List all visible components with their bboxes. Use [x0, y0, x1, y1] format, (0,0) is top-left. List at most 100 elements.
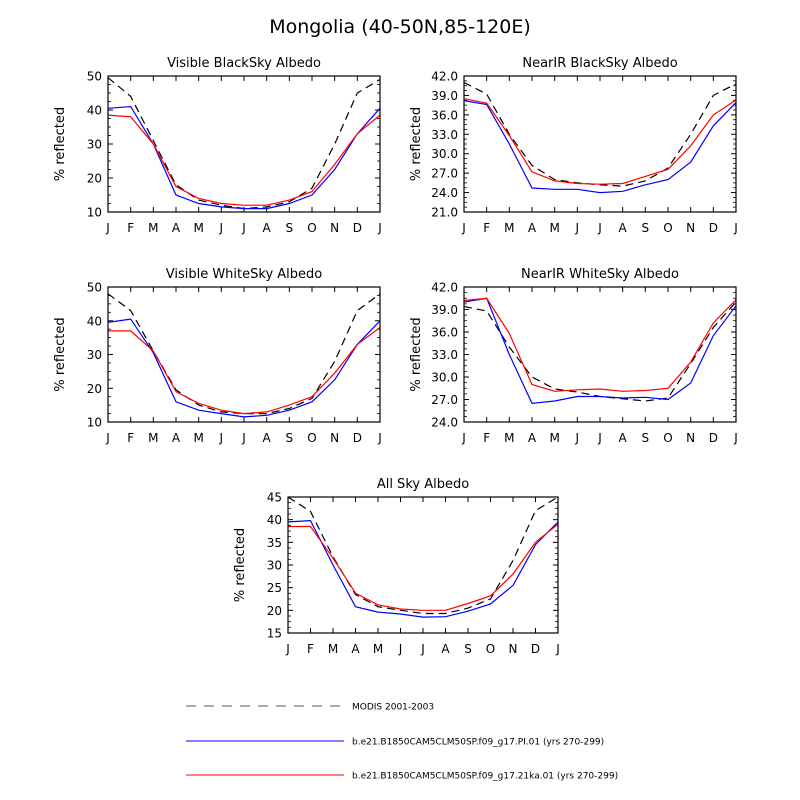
x-tick-label: O	[486, 642, 495, 656]
y-tick-label: 10	[87, 416, 102, 430]
y-tick-label: 20	[267, 604, 282, 618]
x-tick-label: A	[619, 431, 628, 445]
x-tick-label: J	[241, 431, 246, 445]
y-tick-label: 40	[267, 513, 282, 527]
y-tick-label: 36.0	[431, 326, 458, 340]
x-tick-label: J	[597, 431, 602, 445]
x-tick-label: A	[441, 642, 450, 656]
x-tick-label: S	[464, 642, 472, 656]
y-axis-label: % reflected	[409, 317, 424, 391]
y-tick-label: 30.0	[431, 147, 458, 161]
chart-panel-5: All Sky Albedo % reflected 15 20 25 30 35 40 45 J…	[233, 477, 560, 656]
x-tick-label: A	[528, 431, 537, 445]
x-tick-label: J	[575, 221, 580, 235]
legend-item-2: b.e21.B1850CAM5CLM50SP.f09_g17.PI.01 (yr…	[186, 738, 604, 748]
y-tick-label: 33.0	[431, 348, 458, 362]
series-line-1	[107, 77, 381, 210]
x-tick-label: J	[105, 221, 110, 235]
y-tick-label: 25	[267, 581, 282, 595]
y-tick-label: 30.0	[431, 371, 458, 385]
x-tick-label: J	[285, 642, 290, 656]
y-tick-label: 24.0	[431, 416, 458, 430]
x-tick-label: M	[193, 221, 203, 235]
x-tick-label: J	[377, 431, 382, 445]
chart-panel-3: Visible WhiteSky Albedo % reflected 10 20 30…	[53, 267, 382, 445]
y-tick-label: 35	[267, 536, 282, 550]
x-tick-label: N	[686, 221, 695, 235]
series-line-1	[463, 301, 737, 402]
plot-frame	[463, 286, 737, 423]
series-line-1	[287, 496, 559, 615]
y-tick-label: 33.0	[431, 128, 458, 142]
x-tick-label: M	[373, 642, 383, 656]
series-line-3	[463, 98, 737, 185]
panel-title: Visible WhiteSky Albedo	[166, 267, 323, 282]
y-tick-label: 30	[87, 138, 102, 152]
legend-item-3: b.e21.B1850CAM5CLM50SP.f09_g17.21ka.01 (…	[186, 772, 618, 782]
x-tick-label: D	[531, 642, 540, 656]
x-tick-label: O	[663, 431, 672, 445]
x-tick-label: D	[353, 431, 362, 445]
series-line-3	[107, 114, 381, 206]
panel-title: NearIR BlackSky Albedo	[522, 56, 677, 71]
x-tick-label: M	[549, 221, 559, 235]
x-tick-label: J	[241, 221, 246, 235]
x-tick-label: J	[219, 431, 224, 445]
x-tick-label: D	[709, 221, 718, 235]
x-tick-label: J	[461, 221, 466, 235]
x-tick-label: S	[286, 221, 294, 235]
y-tick-label: 30	[267, 559, 282, 573]
x-tick-label: J	[105, 431, 110, 445]
y-tick-label: 30	[87, 348, 102, 362]
y-axis-label: % reflected	[409, 107, 424, 181]
series-line-2	[287, 519, 559, 618]
y-tick-label: 50	[87, 70, 102, 84]
x-tick-label: J	[420, 642, 425, 656]
y-tick-label: 42.0	[431, 281, 458, 295]
series-line-1	[107, 293, 381, 415]
x-tick-label: N	[509, 642, 518, 656]
y-tick-label: 20	[87, 382, 102, 396]
x-tick-label: S	[642, 431, 650, 445]
panel-title: All Sky Albedo	[377, 477, 469, 492]
x-tick-label: J	[398, 642, 403, 656]
panel-title: Visible BlackSky Albedo	[167, 56, 321, 71]
x-tick-label: N	[686, 431, 695, 445]
y-tick-label: 50	[87, 281, 102, 295]
x-tick-label: J	[733, 431, 738, 445]
x-tick-label: J	[575, 431, 580, 445]
series-line-3	[288, 523, 559, 611]
x-tick-label: M	[504, 221, 514, 235]
x-tick-label: A	[263, 221, 272, 235]
y-tick-label: 27.0	[431, 167, 458, 181]
x-tick-label: M	[148, 431, 158, 445]
plot-frame	[107, 75, 381, 213]
plot-frame	[463, 75, 737, 213]
x-tick-label: F	[483, 221, 490, 235]
x-tick-label: J	[461, 431, 466, 445]
x-tick-label: J	[219, 221, 224, 235]
x-tick-label: F	[307, 642, 314, 656]
series-line-2	[463, 100, 737, 194]
x-tick-label: F	[127, 431, 134, 445]
x-tick-label: A	[172, 431, 181, 445]
x-tick-label: O	[307, 221, 316, 235]
x-tick-label: J	[597, 221, 602, 235]
legend-label: MODIS 2001-2003	[352, 703, 434, 713]
x-tick-label: J	[377, 221, 382, 235]
x-tick-label: A	[172, 221, 181, 235]
y-tick-label: 21.0	[431, 206, 458, 220]
x-tick-label: A	[528, 221, 537, 235]
y-tick-label: 20	[87, 172, 102, 186]
chart-panel-4: NearIR WhiteSky Albedo % reflected 24.0 27.…	[409, 267, 738, 445]
x-tick-label: M	[193, 431, 203, 445]
series-line-3	[108, 327, 381, 415]
legend: MODIS 2001-2003 b.e21.B1850CAM5CLM50SP.f0…	[186, 703, 618, 782]
plot-frame	[107, 286, 381, 423]
y-tick-label: 39.0	[431, 89, 458, 103]
x-tick-label: F	[127, 221, 134, 235]
x-tick-label: S	[286, 431, 294, 445]
y-tick-label: 40	[87, 104, 102, 118]
y-tick-label: 27.0	[431, 393, 458, 407]
